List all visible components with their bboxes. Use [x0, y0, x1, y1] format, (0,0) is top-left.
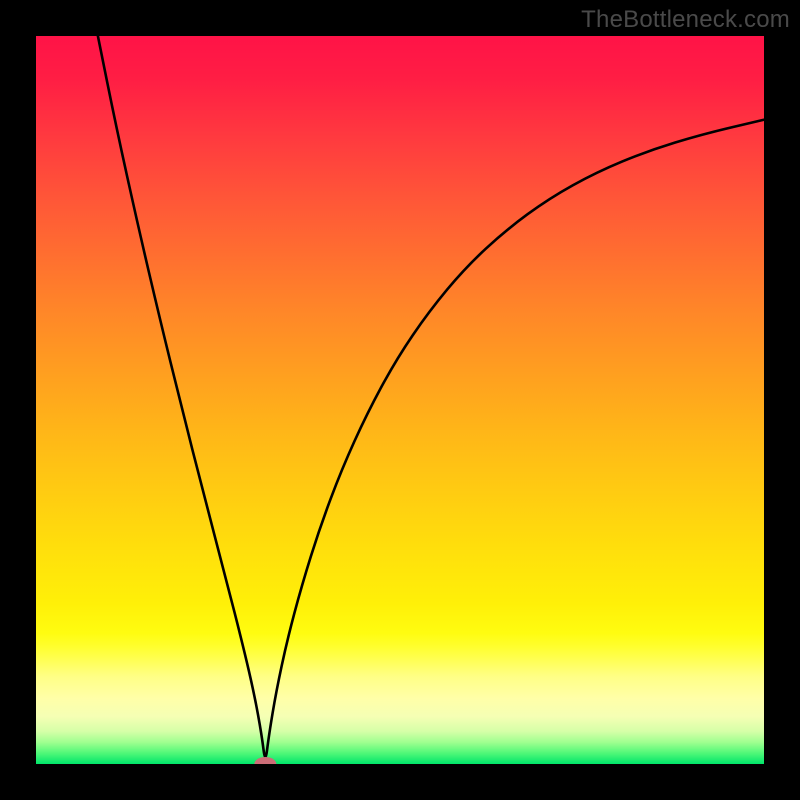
watermark-text: TheBottleneck.com	[581, 6, 790, 34]
plot-background	[36, 36, 764, 764]
bottleneck-chart	[36, 36, 764, 764]
chart-frame: TheBottleneck.com	[0, 0, 800, 800]
